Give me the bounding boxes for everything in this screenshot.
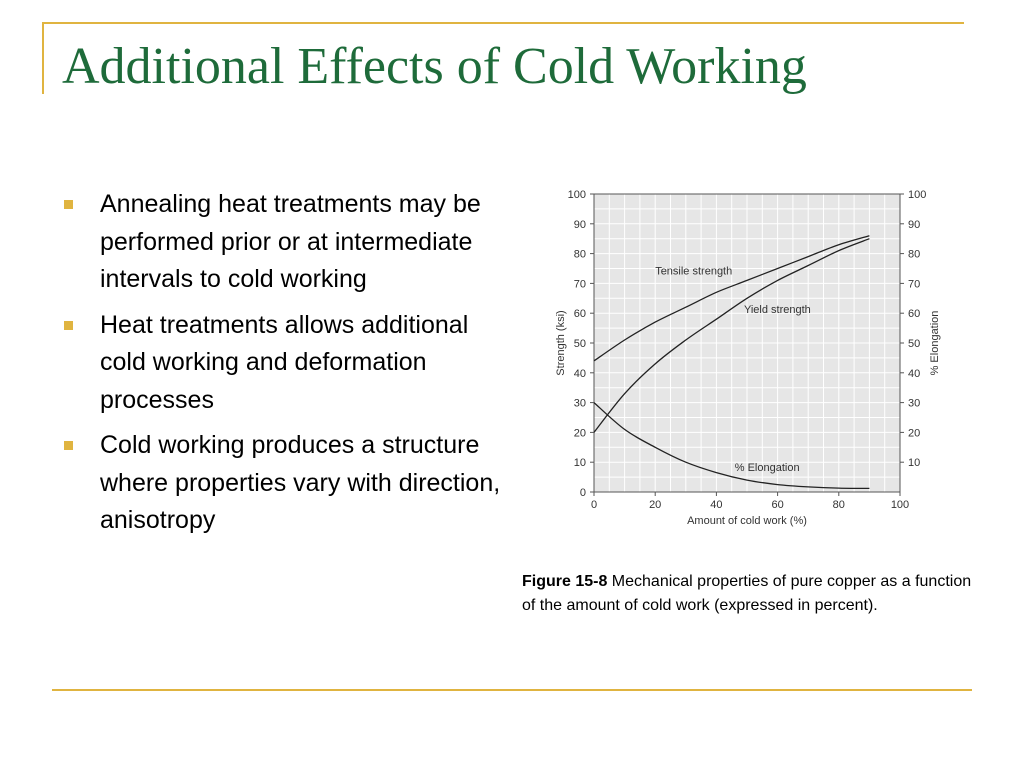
y-tick-label: 0 [580, 487, 586, 499]
y2-tick-label: 90 [908, 219, 920, 231]
bullet-item: Annealing heat treatments may be perform… [62, 186, 502, 299]
bullet-text: Cold working produces a structure where … [100, 431, 501, 534]
y-tick-label: 70 [574, 278, 586, 290]
axes [590, 193, 904, 496]
y2-tick-label: 40 [908, 368, 920, 380]
x-tick-label: 60 [771, 499, 783, 511]
y2-tick-label: 70 [908, 278, 920, 290]
y-tick-label: 60 [574, 308, 586, 320]
bullet-item: Heat treatments allows additional cold w… [62, 307, 502, 420]
series-label-1: Yield strength [744, 304, 811, 316]
y2-axis-label: % Elongation [929, 311, 941, 376]
frame-bottom-rule [52, 689, 972, 691]
x-tick-label: 20 [649, 499, 661, 511]
y-tick-label: 10 [574, 457, 586, 469]
bullet-text: Annealing heat treatments may be perform… [100, 190, 481, 293]
bullet-item: Cold working produces a structure where … [62, 427, 502, 540]
x-axis-label: Amount of cold work (%) [687, 515, 807, 527]
y-tick-label: 100 [568, 189, 586, 201]
x-tick-label: 100 [891, 499, 909, 511]
y2-tick-label: 60 [908, 308, 920, 320]
y2-tick-label: 50 [908, 338, 920, 350]
x-tick-label: 80 [833, 499, 845, 511]
y-tick-label: 40 [574, 368, 586, 380]
square-bullet-icon [64, 441, 73, 450]
y-tick-label: 30 [574, 398, 586, 410]
y-tick-label: 90 [574, 219, 586, 231]
bullet-list: Annealing heat treatments may be perform… [62, 186, 502, 548]
y2-tick-label: 30 [908, 398, 920, 410]
series-line-0 [593, 235, 870, 362]
frame-left-rule [42, 22, 44, 94]
y2-tick-label: 100 [908, 189, 926, 201]
y-tick-label: 20 [574, 427, 586, 439]
x-tick-label: 40 [710, 499, 722, 511]
y-axis-label: Strength (ksi) [555, 310, 567, 375]
series-label-0: Tensile strength [655, 265, 732, 277]
series-line-1 [593, 238, 870, 433]
square-bullet-icon [64, 320, 73, 330]
y-tick-label: 80 [574, 249, 586, 261]
x-tick-label: 0 [591, 499, 597, 511]
chart-labels: 0 20 40 60 80 100 0 10 20 30 40 50 60 70 80 90 100 10 20 30… [555, 189, 941, 527]
series-lines [593, 235, 870, 490]
bullet-text: Heat treatments allows additional cold w… [100, 310, 469, 414]
cold-work-chart: 0 20 40 60 80 100 0 10 20 30 40 50 60 70 80 90 100 10 20 30… [555, 189, 941, 527]
figure-caption-text: Mechanical properties of pure copper as … [522, 573, 972, 614]
slide-title: Additional Effects of Cold Working [62, 38, 807, 95]
square-bullet-icon [64, 200, 73, 209]
y-tick-label: 50 [574, 338, 586, 350]
figure-caption: Figure 15-8 Mechanical properties of pur… [522, 570, 972, 618]
y2-tick-label: 80 [908, 249, 920, 261]
series-label-2: % Elongation [735, 462, 800, 474]
grid-lines [594, 194, 900, 492]
y2-tick-label: 10 [908, 457, 920, 469]
y2-tick-label: 20 [908, 427, 920, 439]
figure-label: Figure 15-8 [522, 573, 608, 590]
frame-top-rule [42, 22, 964, 24]
series-line-2 [593, 402, 870, 490]
